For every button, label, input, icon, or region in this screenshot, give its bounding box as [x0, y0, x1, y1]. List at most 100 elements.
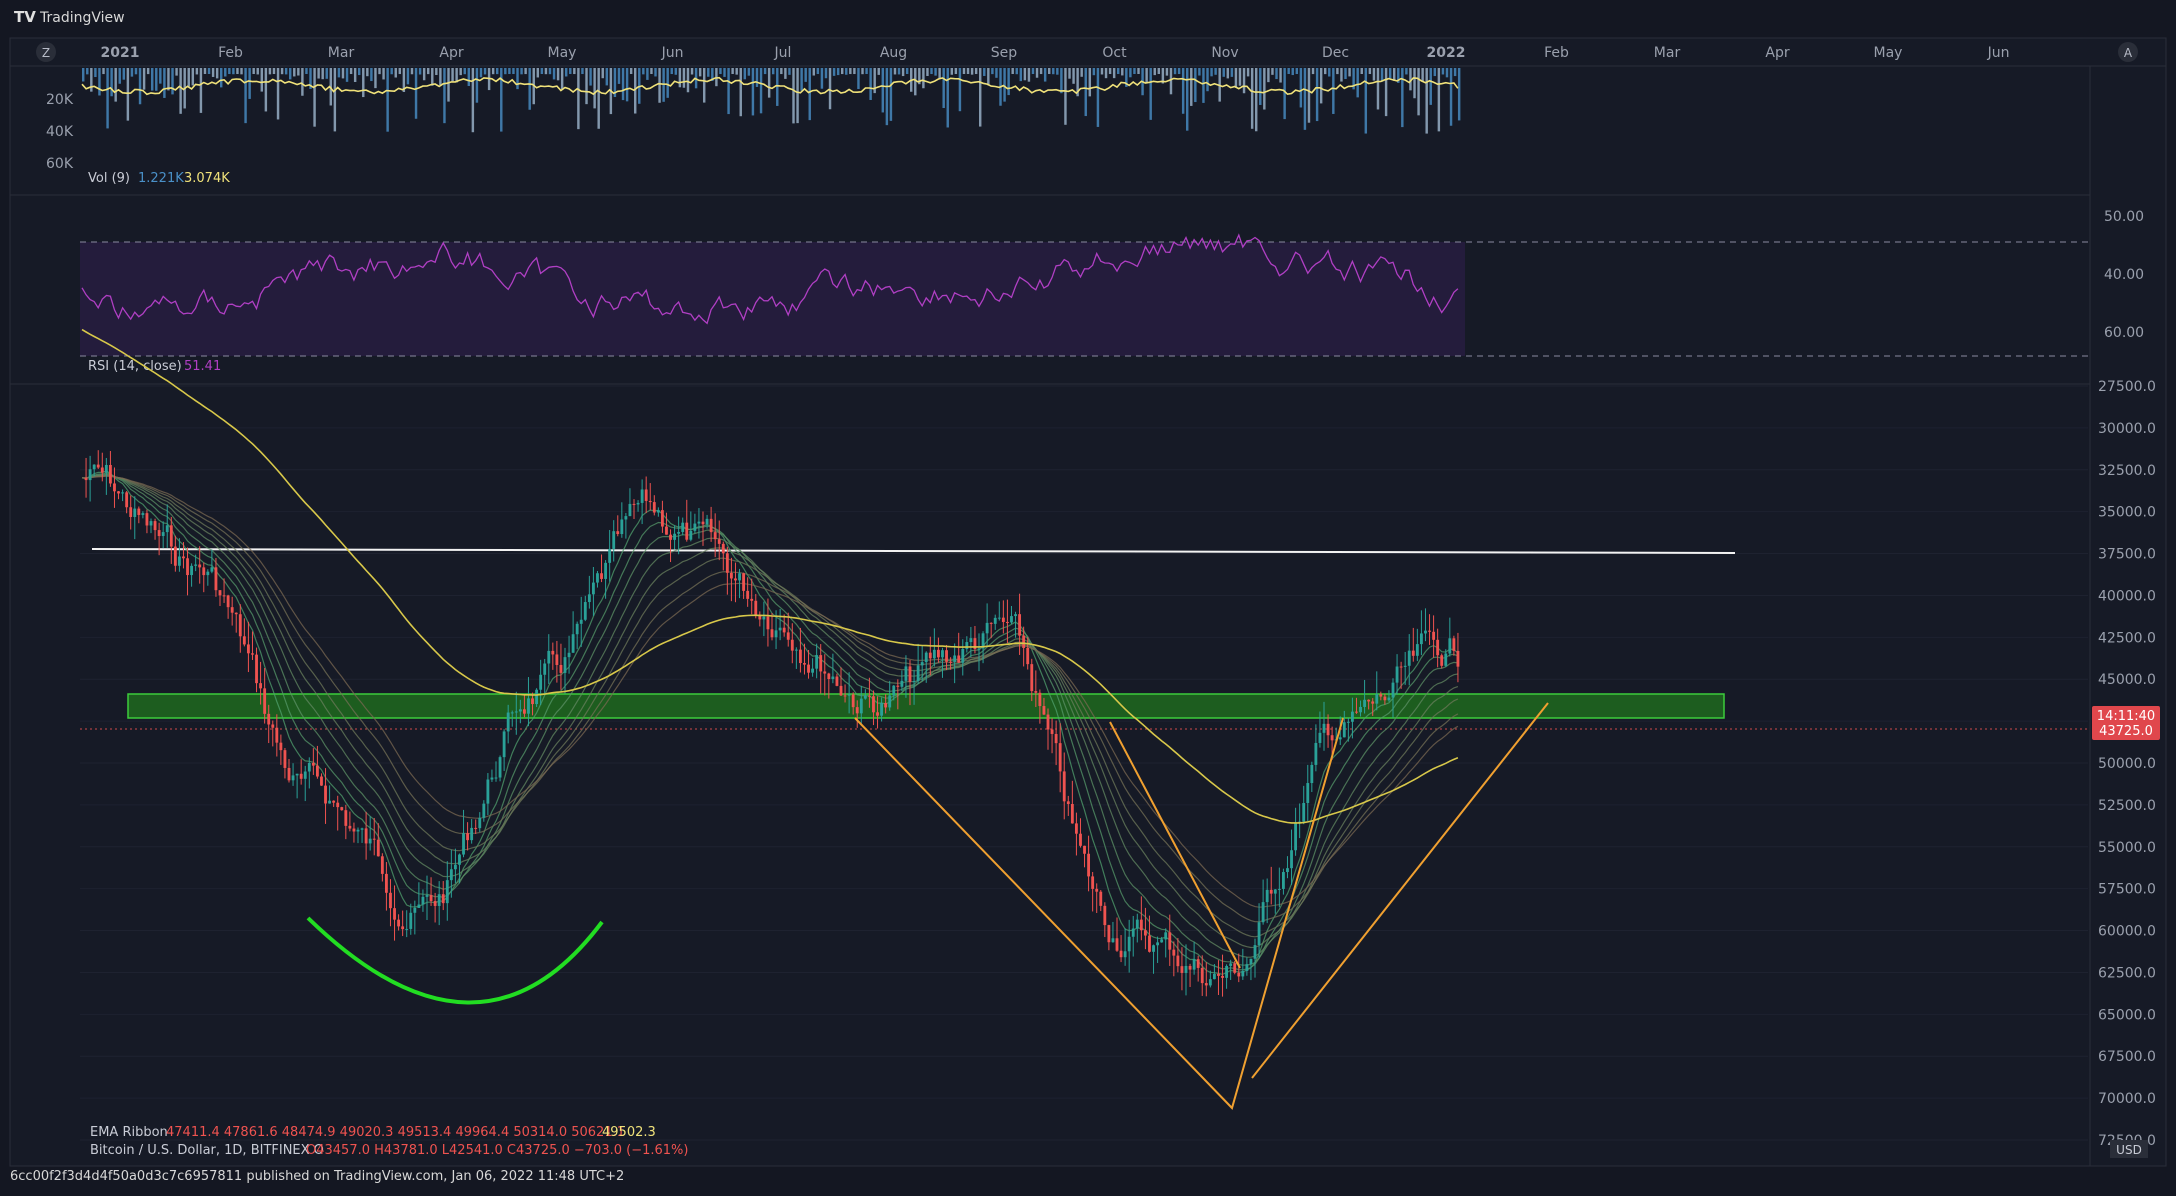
candle-body: [1131, 928, 1135, 937]
volume-bar: [634, 68, 637, 114]
candle-body: [916, 665, 920, 682]
volume-bar: [232, 68, 235, 75]
resistance-line[interactable]: [91, 548, 1736, 554]
candle-body: [1070, 803, 1074, 824]
price-axis-label: 52500.0: [2098, 798, 2156, 814]
volume-bar: [479, 68, 483, 78]
volume-bar: [926, 68, 929, 76]
candle-body: [819, 655, 823, 672]
volume-bar: [1405, 68, 1408, 75]
candle-body: [263, 688, 267, 714]
time-axis-label: Jul: [774, 45, 792, 61]
volume-bar: [207, 68, 211, 75]
rsi-legend-value: 51.41: [184, 359, 221, 374]
time-axis-label: 2021: [101, 45, 140, 61]
volume-bar: [991, 68, 994, 75]
candle-body: [389, 892, 392, 909]
volume-bar: [816, 68, 820, 75]
candle-body: [202, 567, 206, 576]
candle-body: [1241, 970, 1245, 977]
candle-body: [729, 572, 733, 579]
volume-bar: [345, 68, 349, 82]
volume-bar: [1007, 68, 1010, 96]
volume-bar: [1437, 68, 1441, 132]
candle-body: [660, 510, 664, 527]
candle-body: [547, 650, 551, 664]
volume-bar: [1129, 68, 1132, 78]
candle-body: [291, 775, 295, 781]
ema-legend-last: 49502.3: [602, 1125, 656, 1140]
volume-bar: [1457, 68, 1461, 121]
trend-line-a[interactable]: [1109, 721, 1241, 969]
volume-bar: [1108, 68, 1112, 75]
candle-body: [1030, 664, 1034, 692]
volume-bar: [1048, 68, 1051, 75]
volume-bar: [1287, 68, 1290, 75]
v-pattern-lines[interactable]: [854, 717, 1344, 1110]
candle-body: [141, 513, 145, 515]
candle-body: [713, 532, 717, 540]
candle-body: [1091, 876, 1095, 889]
candle-body: [1245, 964, 1249, 971]
zoom-right-button[interactable]: A: [2118, 42, 2138, 62]
volume-bar: [1380, 68, 1384, 82]
currency-badge[interactable]: [2110, 1140, 2148, 1158]
price-axis[interactable]: 27500.0 30000.0 32500.0 35000.0 37500.0 40000…: [2098, 379, 2156, 1149]
candle-body: [510, 712, 514, 714]
candle-body: [839, 685, 843, 696]
volume-bar: [1194, 68, 1197, 103]
candle-body: [608, 548, 612, 563]
volume-bar: [1372, 68, 1376, 81]
volume-axis-label: 20K: [46, 92, 74, 108]
volume-bar: [1173, 68, 1177, 75]
candle-body: [754, 600, 758, 615]
candle-body: [344, 810, 348, 826]
candle-body: [1428, 630, 1431, 632]
volume-pane[interactable]: 20K 40K 60K: [46, 68, 1461, 172]
candle-body: [1407, 650, 1411, 666]
chart-frame: [9, 37, 2167, 1167]
volume-bar: [1023, 68, 1027, 81]
candle-body: [815, 655, 819, 669]
time-axis[interactable]: 2021 Feb Mar Apr May Jun Jul Aug Sep Oct Nov Dec 202…: [101, 45, 2010, 61]
candle-body: [372, 838, 376, 840]
volume-bar: [597, 68, 600, 129]
candle-body: [413, 907, 417, 913]
volume-bar: [1039, 68, 1043, 75]
candle-body: [1371, 701, 1375, 704]
candle-body: [474, 827, 478, 829]
candle-body: [888, 695, 892, 708]
candle-body: [1342, 722, 1346, 738]
volume-bar: [276, 68, 280, 120]
candle-body: [153, 521, 157, 531]
time-axis-label: May: [1874, 45, 1903, 61]
volume-bar: [585, 68, 588, 105]
volume-bar: [1417, 68, 1420, 116]
candle-body: [807, 664, 810, 673]
volume-bar: [1157, 68, 1161, 74]
candle-body: [648, 500, 652, 503]
candle-body: [693, 523, 697, 531]
volume-bar: [715, 68, 718, 87]
volume-bar: [1186, 68, 1189, 131]
volume-bar: [824, 68, 828, 79]
rounding-arc[interactable]: [306, 916, 604, 1005]
volume-bar: [106, 68, 109, 129]
volume-bar: [341, 68, 345, 79]
volume-bar: [723, 68, 726, 77]
candle-body: [1237, 972, 1241, 977]
volume-bar: [548, 68, 552, 75]
candle-body: [705, 518, 709, 525]
zoom-left-button[interactable]: Z: [36, 42, 56, 62]
volume-bar: [540, 68, 544, 75]
price-axis-label: 60000.0: [2098, 924, 2156, 940]
volume-bar: [439, 68, 442, 86]
trend-line-b[interactable]: [1251, 702, 1549, 1079]
candle-body: [616, 531, 620, 535]
candle-body: [210, 567, 214, 572]
support-zone[interactable]: [127, 693, 1725, 719]
volume-bar: [1433, 68, 1437, 77]
rsi-pane[interactable]: 50.00 40.00 60.00: [81, 209, 2144, 341]
